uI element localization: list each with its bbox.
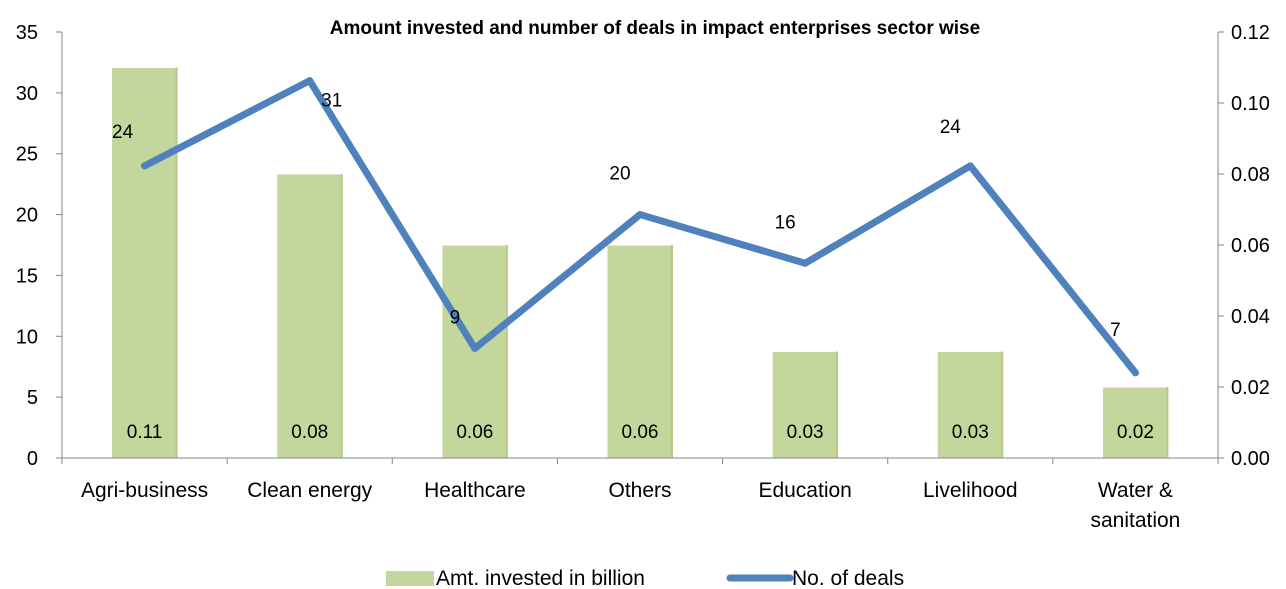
- bar-shade-6: [1166, 387, 1169, 458]
- bar-shade-3: [671, 245, 673, 458]
- primary-tick-label-7: 35: [16, 22, 38, 44]
- category-label-6-line-1: sanitation: [1090, 509, 1180, 532]
- secondary-tick-label-2: 0.04: [1231, 306, 1270, 328]
- line-layer: [141, 77, 1139, 377]
- bar-1: [276, 173, 344, 459]
- deals-point-1: [306, 77, 314, 85]
- bar-label-1: 0.08: [291, 422, 328, 443]
- bar-label-0: 0.11: [127, 422, 163, 443]
- secondary-tick-label-5: 0.10: [1231, 93, 1270, 115]
- bar-0: [111, 67, 179, 459]
- bar-5: [936, 351, 1004, 459]
- secondary-tick-label-4: 0.08: [1231, 164, 1270, 186]
- bar-label-5: 0.03: [952, 422, 989, 443]
- secondary-tick-label-3: 0.06: [1231, 235, 1270, 257]
- deals-point-0: [141, 162, 149, 170]
- labels-layer: 0.11 0.08 0.06 0.06 0.03 0.03 0.02 24 31 9 20 16 24 7: [112, 91, 1154, 443]
- secondary-tick-label-1: 0.02: [1231, 377, 1270, 399]
- line-label-1: 31: [321, 91, 342, 112]
- deals-point-4: [801, 259, 809, 267]
- line-label-6: 7: [1110, 320, 1121, 341]
- bar-shade-4: [836, 351, 839, 458]
- line-label-3: 20: [609, 164, 630, 185]
- legend-label-line: No. of deals: [792, 567, 904, 589]
- bar-label-3: 0.06: [622, 422, 659, 443]
- primary-tick-label-6: 30: [16, 83, 38, 105]
- legend-swatch-bar: [386, 571, 434, 586]
- category-label-4: Education: [758, 479, 851, 502]
- bar-4: [771, 351, 839, 459]
- bar-label-2: 0.06: [456, 422, 493, 443]
- bar-shade-1: [340, 174, 343, 458]
- bar-shade-2: [505, 245, 508, 458]
- category-label-5: Livelihood: [923, 479, 1018, 502]
- deals-point-2: [471, 344, 479, 352]
- primary-tick-label-1: 5: [27, 387, 38, 409]
- category-label-3: Others: [608, 479, 671, 502]
- primary-tick-label-3: 15: [16, 265, 38, 287]
- legend-label-bar: Amt. invested in billion: [436, 567, 645, 589]
- line-label-4: 16: [775, 212, 796, 233]
- bar-label-6: 0.02: [1117, 422, 1154, 443]
- primary-tick-label-5: 25: [16, 144, 38, 166]
- bars-layer: [111, 67, 1169, 459]
- legend: Amt. invested in billion No. of deals: [386, 567, 904, 589]
- category-label-0: Agri-business: [81, 479, 208, 502]
- line-label-0: 24: [112, 122, 134, 143]
- secondary-tick-label-0: 0.00: [1231, 448, 1270, 470]
- primary-tick-label-4: 20: [16, 205, 38, 227]
- deals-point-3: [636, 211, 644, 219]
- chart-title: Amount invested and number of deals in i…: [330, 18, 980, 39]
- primary-tick-label-0: 0: [27, 448, 38, 470]
- primary-tick-label-2: 10: [16, 326, 38, 348]
- line-label-2: 9: [450, 307, 461, 328]
- deals-point-6: [1131, 369, 1139, 377]
- deals-point-5: [966, 162, 974, 170]
- bar-label-4: 0.03: [787, 422, 824, 443]
- bar-shade-0: [175, 67, 178, 458]
- bar-3: [606, 244, 674, 459]
- line-label-5: 24: [940, 117, 962, 138]
- category-label-2: Healthcare: [424, 479, 526, 502]
- bar-6: [1101, 386, 1169, 459]
- axes-layer: 0 5 10 15 20 25 30 35 0.00 0.02 0.04 0.06 0.08 0.10 0.…: [16, 22, 1270, 532]
- secondary-tick-label-6: 0.12: [1231, 22, 1270, 44]
- category-label-6-line-0: Water &: [1098, 479, 1173, 502]
- category-label-1: Clean energy: [247, 479, 372, 502]
- bar-shade-5: [1001, 351, 1004, 458]
